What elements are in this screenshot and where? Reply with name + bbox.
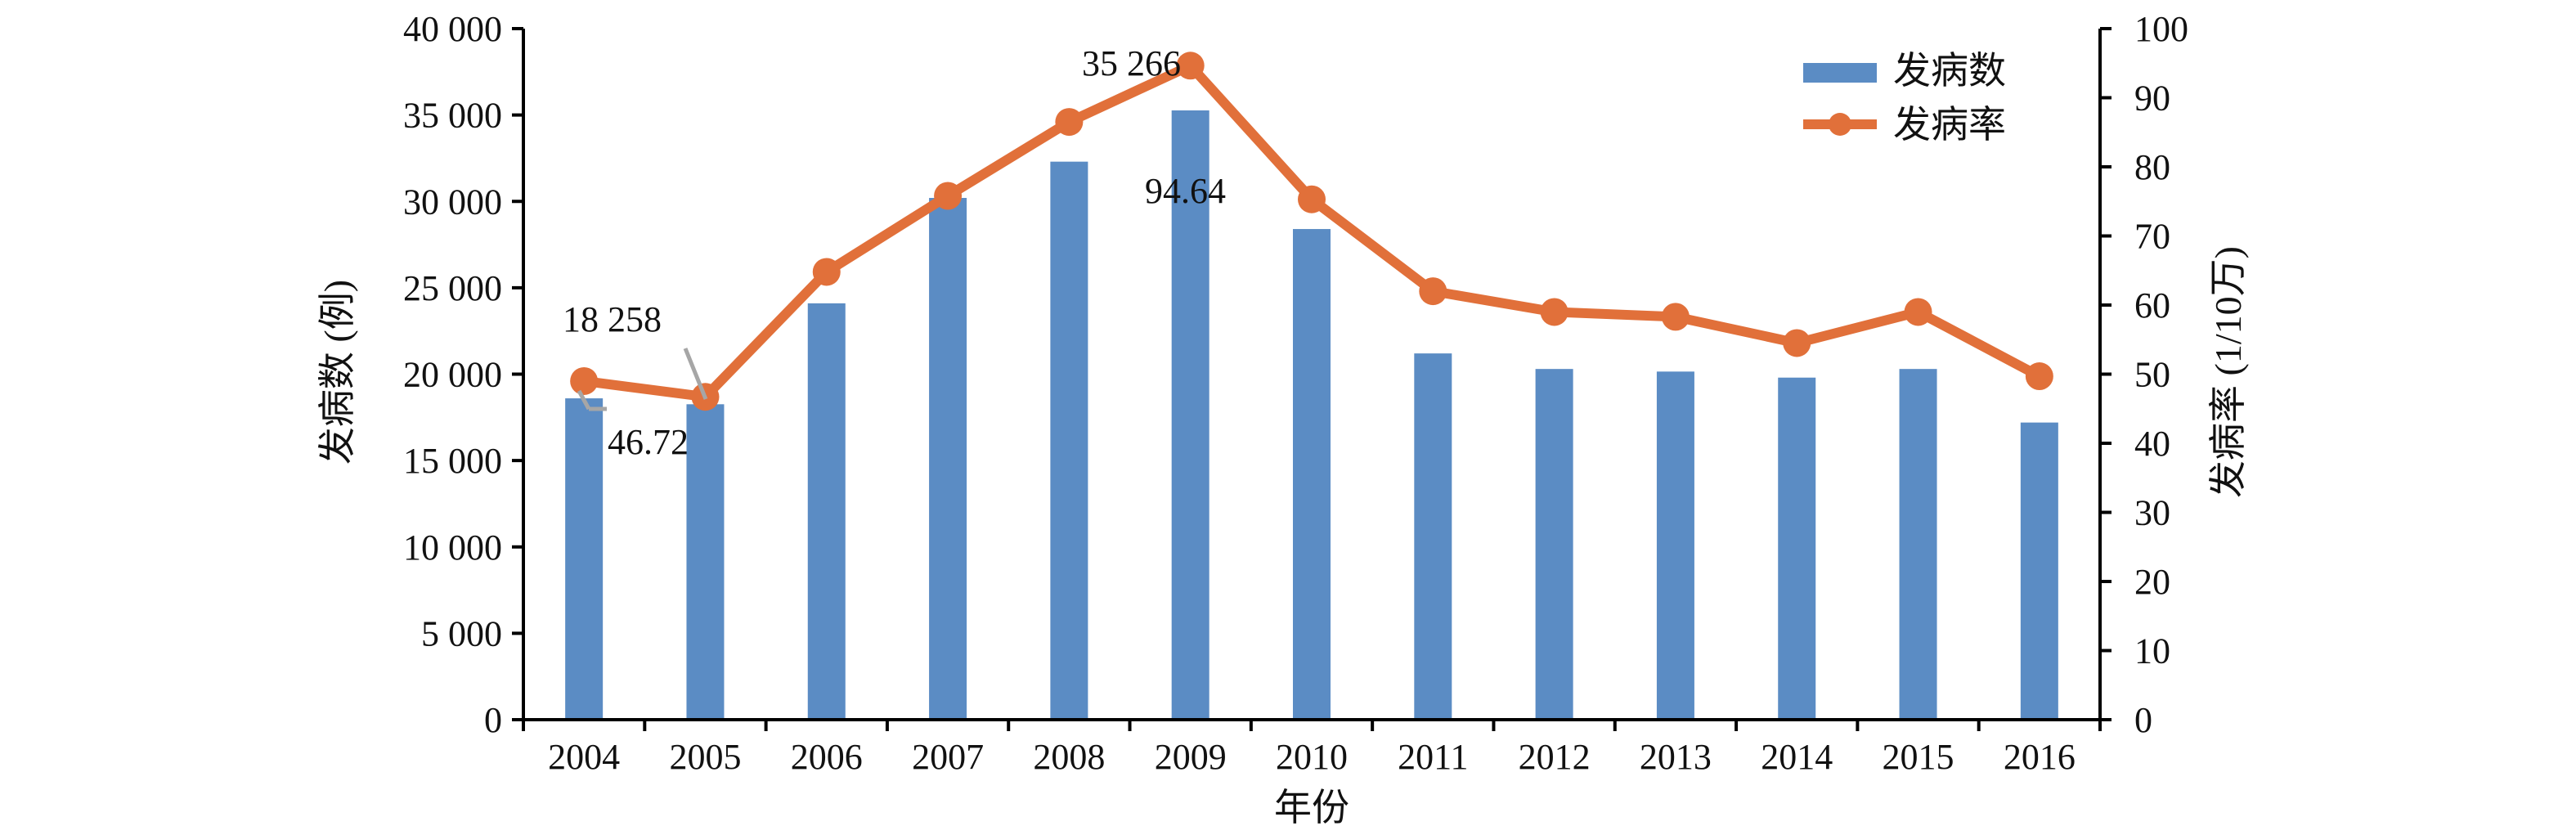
x-tick-label: 2010: [1276, 737, 1348, 777]
right-tick-label: 80: [2134, 147, 2170, 187]
bar-2009: [1171, 110, 1209, 721]
rate-point-2010: [1298, 185, 1326, 213]
left-tick-label: 30 000: [403, 182, 502, 222]
rate-point-2016: [2025, 362, 2053, 391]
rate-point-2009: [1176, 52, 1205, 80]
left-tick-label: 0: [484, 700, 502, 740]
x-tick-label: 2016: [2004, 737, 2076, 777]
left-tick-label: 25 000: [403, 268, 502, 308]
bar-2007: [929, 198, 967, 720]
x-tick-label: 2008: [1033, 737, 1105, 777]
right-tick-label: 70: [2134, 217, 2170, 257]
rate-point-2007: [934, 182, 963, 210]
data-label-2005-rate: 46.72: [608, 422, 689, 462]
legend-label-bar: 发病数: [1893, 50, 2006, 92]
left-y-ticks: 0 5 000 10 000 15 000 20 000 25 000 30 000 35 0…: [403, 9, 523, 740]
legend: 发病数 发病率: [1803, 50, 2006, 146]
rate-point-2013: [1661, 303, 1690, 331]
leader-line-2004-rate-a: [577, 389, 591, 411]
x-tick-label: 2004: [548, 737, 620, 777]
bar-2012: [1535, 369, 1573, 720]
bar-2016: [2020, 422, 2058, 720]
leader-line-2005-count: [683, 348, 708, 400]
bar-2013: [1656, 371, 1694, 720]
bar-series: [565, 110, 2058, 721]
rate-point-2015: [1904, 298, 1932, 326]
right-tick-label: 40: [2134, 424, 2170, 464]
x-tick-label: 2006: [791, 737, 863, 777]
data-label-2009-rate: 94.64: [1145, 171, 1226, 211]
bar-2008: [1050, 161, 1088, 721]
left-tick-label: 20 000: [403, 355, 502, 395]
left-tick-label: 40 000: [403, 9, 502, 49]
right-tick-label: 60: [2134, 285, 2170, 325]
right-tick-label: 50: [2134, 355, 2170, 395]
bar-2010: [1293, 229, 1331, 720]
right-tick-label: 20: [2134, 562, 2170, 602]
x-tick-label: 2005: [669, 737, 741, 777]
bar-2014: [1778, 377, 1816, 720]
x-tick-label: 2007: [912, 737, 984, 777]
x-tick-label: 2015: [1883, 737, 1954, 777]
right-tick-label: 0: [2134, 700, 2152, 740]
right-y-ticks: 0 10 20 30 40 50 60 70 80 90 100: [2100, 9, 2188, 740]
data-label-2005-count: 18 258: [563, 299, 662, 339]
x-ticks: 2004 2005 2006 2007 2008 2009 2010 2011 2012 2013…: [522, 720, 2102, 777]
data-label-2009-count: 35 266: [1082, 43, 1181, 83]
right-tick-label: 10: [2134, 631, 2170, 671]
rate-point-2004: [570, 366, 599, 395]
left-tick-label: 10 000: [403, 527, 502, 568]
left-tick-label: 15 000: [403, 441, 502, 481]
bar-2006: [807, 303, 846, 720]
x-tick-label: 2011: [1398, 737, 1468, 777]
x-tick-label: 2009: [1155, 737, 1227, 777]
right-tick-label: 100: [2134, 9, 2188, 49]
x-axis-label: 年份: [1274, 787, 1349, 828]
bar-2015: [1899, 369, 1937, 720]
x-tick-label: 2014: [1761, 737, 1833, 777]
line-series: [570, 52, 2053, 411]
legend-swatch-bar: [1803, 63, 1877, 83]
left-tick-label: 35 000: [403, 96, 502, 136]
rate-point-2014: [1783, 329, 1811, 357]
right-y-axis-label: 发病率 (1/10万): [2207, 246, 2249, 498]
rate-point-2011: [1419, 277, 1447, 306]
bar-2004: [565, 398, 604, 720]
rate-point-2008: [1055, 108, 1084, 137]
annotations: 18 258 46.72 35 266 94.64: [563, 43, 1226, 462]
legend-swatch-marker: [1829, 113, 1851, 136]
bar-2011: [1414, 353, 1452, 720]
x-tick-label: 2013: [1640, 737, 1712, 777]
bar-2005: [686, 404, 725, 720]
legend-label-line: 发病率: [1893, 104, 2006, 146]
left-tick-label: 5 000: [421, 613, 502, 653]
right-tick-label: 90: [2134, 79, 2170, 119]
right-tick-label: 30: [2134, 493, 2170, 533]
x-tick-label: 2012: [1519, 737, 1591, 777]
rate-point-2006: [812, 258, 841, 286]
rate-point-2012: [1540, 298, 1568, 326]
left-y-axis-label: 发病数 (例): [316, 280, 358, 465]
